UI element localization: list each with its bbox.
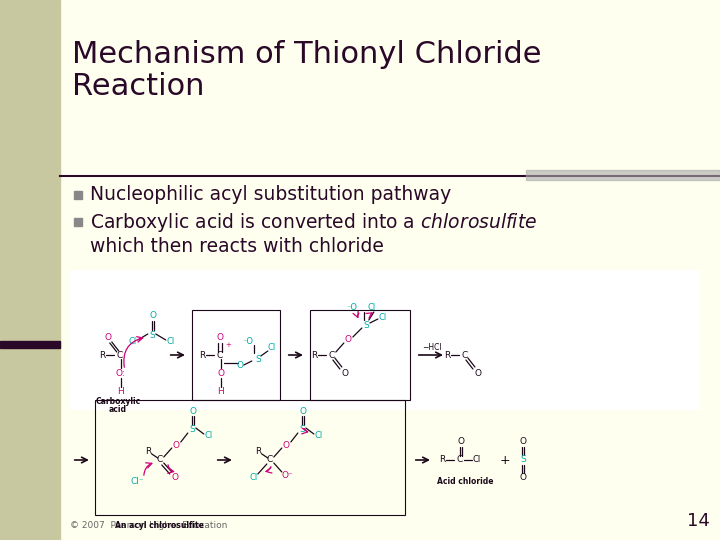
Text: Cl: Cl (473, 456, 481, 464)
Text: Cl: Cl (268, 343, 276, 353)
Text: Carboxylic: Carboxylic (95, 397, 140, 407)
Text: S: S (299, 426, 305, 435)
Text: O⁻: O⁻ (282, 471, 294, 481)
Text: C: C (117, 350, 123, 360)
Text: R: R (255, 448, 261, 456)
Text: S: S (149, 330, 155, 340)
Text: Acid chloride: Acid chloride (436, 477, 493, 487)
Text: S: S (363, 321, 369, 329)
Bar (192, 310, 280, 400)
Text: R: R (199, 350, 205, 360)
Text: O: O (149, 312, 156, 321)
Text: Cl: Cl (379, 313, 387, 321)
Text: O: O (189, 407, 197, 415)
Text: O: O (217, 368, 225, 377)
Text: C: C (157, 456, 163, 464)
Text: R: R (145, 448, 151, 456)
Text: O: O (457, 437, 464, 447)
Text: C: C (266, 456, 273, 464)
Text: Cl: Cl (204, 431, 213, 441)
Text: O: O (341, 368, 348, 377)
Text: Cl⁻: Cl⁻ (131, 477, 145, 487)
Text: R: R (311, 350, 317, 360)
Bar (0, 0, 60, 540)
Text: Cl: Cl (166, 338, 175, 347)
Text: Mechanism of Thionyl Chloride: Mechanism of Thionyl Chloride (72, 40, 541, 69)
Text: O: O (216, 334, 223, 342)
Bar (95, 400, 405, 515)
Text: −HCl: −HCl (422, 342, 441, 352)
Text: O: O (344, 335, 351, 345)
Text: S: S (189, 426, 194, 435)
Text: © 2007  Pearson Higher Education: © 2007 Pearson Higher Education (70, 521, 227, 530)
Text: Cl: Cl (250, 474, 258, 483)
Text: O: O (474, 368, 482, 377)
Text: O: O (171, 474, 179, 483)
Text: S: S (255, 354, 261, 363)
Text: S: S (520, 456, 526, 464)
Text: O: O (300, 407, 306, 415)
Text: C: C (456, 456, 463, 464)
Text: R: R (99, 350, 105, 360)
Text: Reaction: Reaction (72, 72, 204, 101)
Bar (0, 341, 60, 348)
Text: R: R (438, 456, 445, 464)
Text: An acyl chlorosulfite: An acyl chlorosulfite (115, 521, 204, 530)
Text: O: O (519, 474, 526, 483)
Text: which then reacts with chloride: which then reacts with chloride (90, 238, 384, 256)
Text: Nucleophilic acyl substitution pathway: Nucleophilic acyl substitution pathway (90, 186, 451, 205)
Text: acid: acid (109, 404, 127, 414)
Text: C: C (329, 350, 335, 360)
Text: C: C (462, 350, 468, 360)
Text: Cl: Cl (368, 302, 376, 312)
Text: C: C (217, 350, 223, 360)
Text: H: H (217, 388, 224, 396)
Text: O:: O: (116, 368, 126, 377)
Bar (310, 310, 410, 400)
Text: O: O (519, 437, 526, 447)
Text: O: O (282, 441, 289, 449)
Text: +: + (500, 454, 510, 467)
Text: Carboxylic acid is converted into a $\mathit{chlorosulfite}$: Carboxylic acid is converted into a $\ma… (90, 211, 537, 233)
Text: R: R (444, 350, 450, 360)
Text: Cl: Cl (315, 431, 323, 441)
Bar (73, 191, 82, 199)
Text: O: O (236, 361, 243, 369)
Text: H: H (117, 388, 124, 396)
Text: O: O (172, 441, 179, 449)
Text: +: + (225, 342, 230, 348)
Bar (526, 170, 720, 179)
Text: ⁻O: ⁻O (346, 302, 357, 312)
Bar (70, 270, 700, 410)
Text: Cl: Cl (129, 338, 137, 347)
Bar (73, 218, 82, 226)
Text: ⁻O: ⁻O (243, 336, 253, 346)
Text: O: O (104, 334, 112, 342)
Text: 14: 14 (687, 512, 710, 530)
